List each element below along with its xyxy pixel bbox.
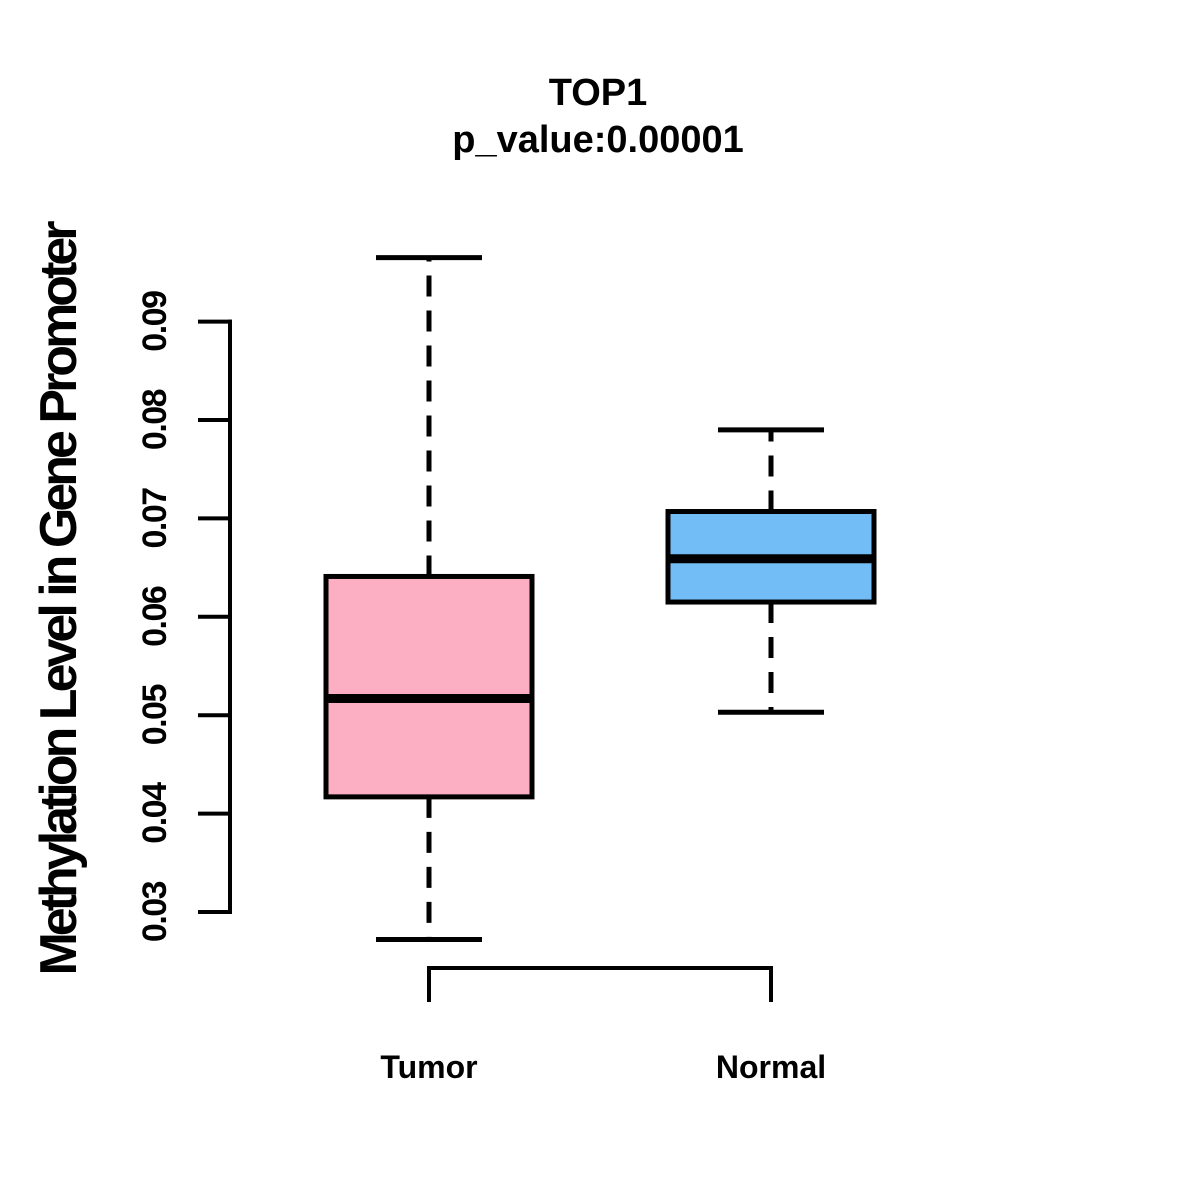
y-tick-label: 0.07: [136, 488, 174, 549]
x-axis-labels: Tumor Normal: [380, 1049, 826, 1085]
y-axis: 0.03 0.04 0.05 0.06 0.07 0.08 0.09: [136, 291, 232, 942]
y-tick-label: 0.06: [136, 586, 174, 647]
y-tick-label: 0.08: [136, 389, 174, 450]
chart-subtitle: p_value:0.00001: [452, 119, 744, 161]
x-category-label: Normal: [716, 1049, 826, 1085]
chart-title: TOP1: [549, 72, 648, 114]
x-axis: [427, 966, 773, 1002]
y-axis-label: Methylation Level in Gene Promoter: [30, 221, 88, 976]
y-tick-label: 0.05: [136, 685, 174, 746]
iqr-box: [323, 573, 535, 800]
y-tick-label: 0.04: [136, 782, 174, 844]
box-tumor: [323, 255, 535, 943]
x-axis-line: [427, 966, 773, 1002]
boxplot-series: [323, 255, 877, 943]
x-category-label: Tumor: [380, 1049, 477, 1085]
y-tick-label: 0.09: [136, 291, 174, 352]
box-normal: [665, 427, 877, 715]
y-tick-label: 0.03: [136, 881, 174, 942]
